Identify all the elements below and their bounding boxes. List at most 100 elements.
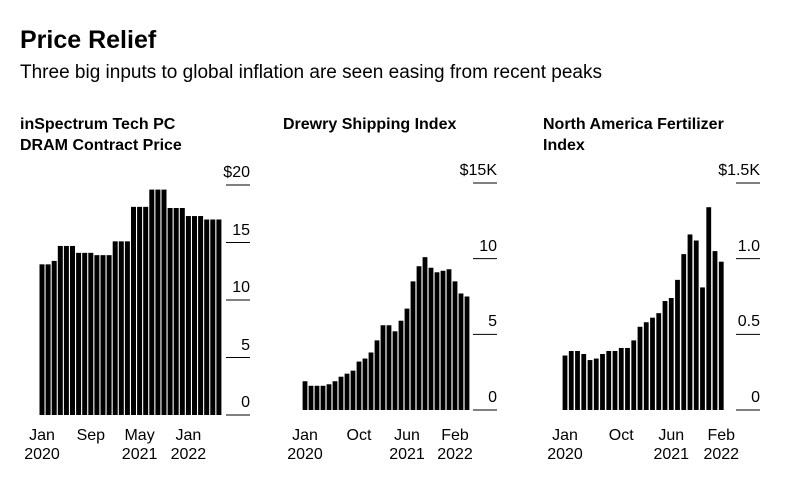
x-tick-label: Jun 2021 xyxy=(653,427,690,463)
bar xyxy=(51,260,57,415)
bar xyxy=(332,381,338,410)
bar xyxy=(143,206,149,415)
y-tick-label: 5 xyxy=(241,336,250,354)
bar xyxy=(643,322,649,410)
bar xyxy=(368,352,374,410)
bar xyxy=(57,245,63,415)
bar xyxy=(82,252,88,415)
bar xyxy=(76,252,82,415)
bar xyxy=(606,350,612,410)
bar xyxy=(356,361,362,410)
bar xyxy=(100,255,106,415)
bar xyxy=(350,370,356,410)
bar xyxy=(112,241,118,415)
bar xyxy=(464,296,470,410)
bar xyxy=(562,355,568,410)
bar xyxy=(374,340,380,410)
x-tick-label: Jan 2020 xyxy=(287,427,323,463)
x-tick-label: Jan 2020 xyxy=(24,427,60,463)
x-tick-label: Feb 2022 xyxy=(703,427,740,463)
bar xyxy=(386,325,392,410)
bar xyxy=(452,281,458,410)
y-tick-label: 5 xyxy=(488,313,497,331)
y-tick-label: 10 xyxy=(479,237,497,255)
x-tick-label: Sep xyxy=(76,427,106,444)
bar xyxy=(179,208,185,415)
bar xyxy=(637,326,643,410)
bar xyxy=(326,384,332,410)
bar xyxy=(118,241,124,415)
y-tick-label: $1.5K xyxy=(718,162,760,179)
bar xyxy=(308,385,314,410)
bar xyxy=(404,308,410,410)
bar xyxy=(155,189,161,415)
bar xyxy=(185,216,191,415)
bar xyxy=(656,313,662,410)
bar xyxy=(650,317,655,410)
bar xyxy=(302,381,308,410)
bar xyxy=(198,216,204,415)
bar xyxy=(581,354,587,410)
bar xyxy=(70,245,75,415)
bar xyxy=(173,208,179,415)
bar xyxy=(575,350,580,410)
bar xyxy=(587,360,593,410)
bar xyxy=(700,287,705,410)
bar xyxy=(88,252,94,415)
bar xyxy=(137,206,143,415)
bar xyxy=(458,293,464,410)
bar xyxy=(662,301,668,410)
bar xyxy=(410,281,416,410)
bar xyxy=(440,270,446,410)
bar xyxy=(712,251,718,410)
bar xyxy=(706,207,712,410)
x-tick-label: Jun 2021 xyxy=(389,427,425,463)
y-tick-label: $20 xyxy=(223,164,250,181)
bar xyxy=(204,219,210,415)
bar xyxy=(380,325,386,410)
bar xyxy=(428,267,434,410)
bar xyxy=(344,373,350,410)
x-tick-label: Jan 2020 xyxy=(547,427,583,463)
bar xyxy=(568,350,574,410)
bar xyxy=(675,279,680,410)
bar xyxy=(338,376,344,410)
bar xyxy=(593,358,599,410)
bar xyxy=(63,245,69,415)
bar xyxy=(362,358,368,410)
bar xyxy=(161,189,167,415)
bar xyxy=(210,219,216,415)
bar xyxy=(124,241,130,415)
bar xyxy=(314,385,320,410)
bar xyxy=(320,385,326,410)
bar xyxy=(106,255,112,415)
bar xyxy=(131,206,136,415)
bar xyxy=(687,234,693,410)
x-tick-label: Oct xyxy=(608,427,634,444)
y-tick-label: 0.5 xyxy=(737,313,760,331)
bar xyxy=(681,254,687,410)
bar xyxy=(434,272,440,410)
bar xyxy=(631,340,637,410)
y-tick-label: 10 xyxy=(232,279,250,296)
y-tick-label: 1.0 xyxy=(737,237,760,255)
bar xyxy=(618,347,624,410)
bar xyxy=(612,350,618,410)
y-tick-label: 0 xyxy=(488,389,497,406)
bar xyxy=(39,264,45,415)
chart-title: Drewry Shipping Index xyxy=(283,116,457,133)
bar xyxy=(398,320,404,410)
y-tick-label: 15 xyxy=(232,221,250,239)
title: Price Relief xyxy=(20,26,157,54)
x-tick-label: Feb 2022 xyxy=(437,427,473,463)
y-tick-label: 0 xyxy=(751,389,760,406)
y-tick-label: 0 xyxy=(241,394,250,411)
x-tick-label: Oct xyxy=(346,427,372,444)
bar xyxy=(192,216,197,415)
bar xyxy=(625,347,630,410)
y-tick-label: $15K xyxy=(459,162,497,179)
subtitle: Three big inputs to global inflation are… xyxy=(20,62,602,83)
bar xyxy=(718,261,724,410)
